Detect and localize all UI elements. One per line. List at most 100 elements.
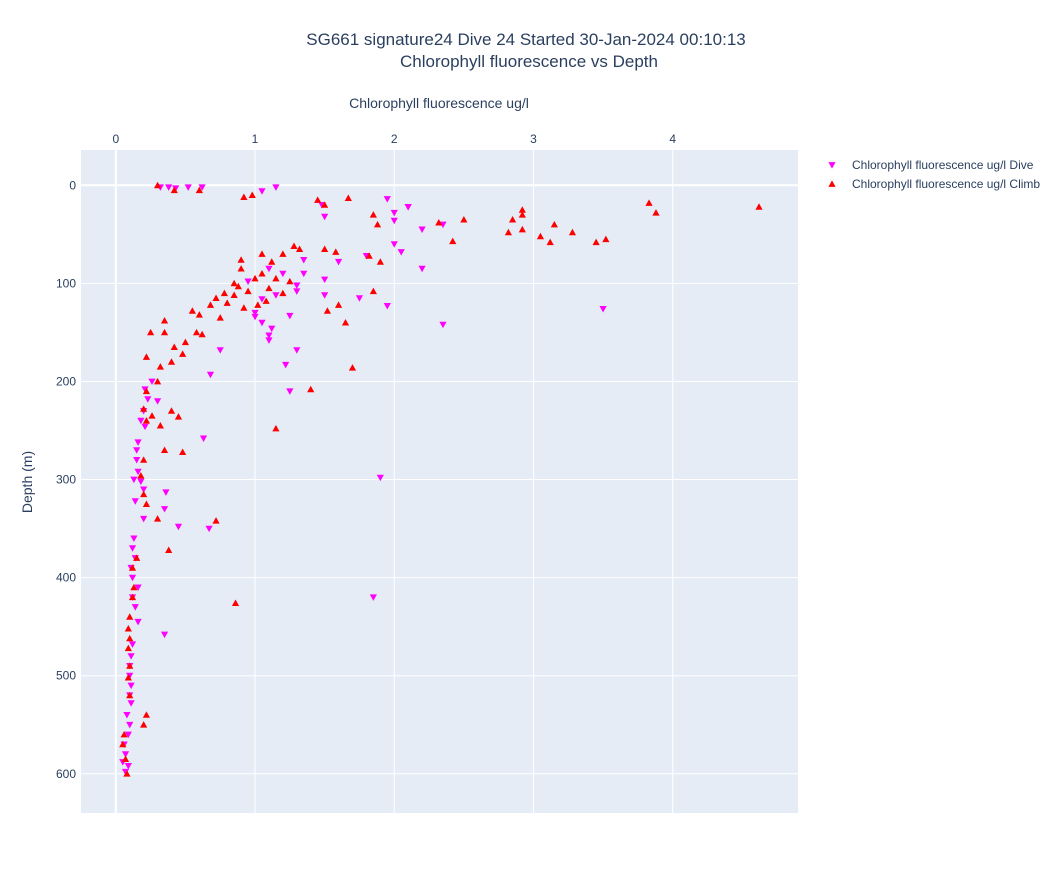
dive-point[interactable] [134,618,142,626]
climb-point[interactable] [147,328,155,336]
climb-point[interactable] [251,274,259,282]
dive-point[interactable] [321,276,329,284]
climb-point[interactable] [170,343,178,351]
dive-point[interactable] [127,682,135,690]
climb-point[interactable] [265,284,273,292]
climb-point[interactable] [536,232,545,240]
dive-point[interactable] [128,574,137,582]
climb-point[interactable] [128,593,137,601]
dive-point[interactable] [439,321,447,329]
climb-point[interactable] [279,289,287,297]
climb-point[interactable] [220,289,228,297]
dive-point[interactable] [127,700,135,707]
climb-point[interactable] [645,199,653,206]
climb-point[interactable] [126,634,134,642]
dive-point[interactable] [258,188,266,195]
climb-point[interactable] [142,711,151,718]
dive-point[interactable] [355,295,364,302]
climb-point[interactable] [240,193,248,200]
climb-point[interactable] [160,446,169,453]
climb-point[interactable] [231,599,240,606]
climb-point[interactable] [262,297,270,304]
dive-point[interactable] [293,347,301,354]
climb-point[interactable] [167,358,176,365]
climb-point[interactable] [244,287,252,295]
dive-point[interactable] [127,653,135,660]
dive-point[interactable] [390,241,398,248]
climb-point[interactable] [140,456,148,463]
climb-point[interactable] [508,216,517,223]
climb-point[interactable] [160,328,169,336]
climb-point[interactable] [323,307,332,314]
dive-point[interactable] [383,303,391,310]
climb-point[interactable] [174,413,183,420]
climb-point[interactable] [170,186,178,194]
dive-point[interactable] [599,306,607,313]
climb-point[interactable] [142,353,151,360]
climb-point[interactable] [460,216,468,223]
climb-point[interactable] [188,307,196,314]
legend[interactable]: Chlorophyll fluorescence ug/l Dive Chlor… [828,158,1040,191]
dive-point[interactable] [244,278,252,286]
climb-point[interactable] [341,319,350,326]
climb-point[interactable] [348,364,357,371]
dive-point[interactable] [376,474,384,482]
climb-point[interactable] [321,201,329,208]
climb-point[interactable] [272,424,280,432]
climb-point[interactable] [156,421,164,429]
climb-point[interactable] [126,691,134,699]
climb-point[interactable] [314,196,322,203]
climb-point[interactable] [518,206,526,213]
climb-point[interactable] [230,291,238,299]
dive-point[interactable] [383,196,391,203]
dive-point[interactable] [174,523,183,531]
climb-point[interactable] [369,211,377,218]
dive-point[interactable] [133,457,141,464]
climb-point[interactable] [140,405,148,412]
climb-point[interactable] [365,252,373,259]
dive-point[interactable] [390,217,398,225]
dive-point[interactable] [137,478,145,486]
dive-point[interactable] [124,731,132,739]
climb-point[interactable] [592,238,600,246]
climb-point[interactable] [126,613,134,620]
dive-point[interactable] [137,417,145,425]
dive-point[interactable] [128,641,137,648]
climb-point[interactable] [652,209,660,216]
legend-item-climb[interactable]: Chlorophyll fluorescence ug/l Climb [828,177,1040,191]
dive-point[interactable] [268,325,276,333]
dive-point[interactable] [165,184,173,191]
dive-point[interactable] [141,423,149,431]
climb-point[interactable] [279,250,287,257]
climb-point[interactable] [216,314,224,321]
climb-point[interactable] [272,274,280,282]
dive-point[interactable] [199,435,208,442]
climb-point[interactable] [546,238,554,246]
climb-point[interactable] [142,500,151,507]
climb-point[interactable] [119,740,127,748]
dive-point[interactable] [272,292,280,299]
climb-point[interactable] [518,211,526,218]
dive-point[interactable] [140,486,148,493]
climb-point[interactable] [153,377,162,385]
climb-point[interactable] [140,721,148,728]
climb-point[interactable] [137,472,145,479]
climb-point[interactable] [206,301,215,308]
climb-point[interactable] [156,363,164,370]
dive-point[interactable] [272,184,280,191]
dive-point[interactable] [279,270,287,278]
dive-point[interactable] [206,371,215,379]
dive-point[interactable] [418,226,426,234]
climb-point[interactable] [258,250,266,257]
climb-point[interactable] [123,770,131,777]
dive-point[interactable] [144,396,152,403]
dive-point[interactable] [300,256,308,264]
dive-point[interactable] [286,312,294,320]
climb-point[interactable] [568,228,577,236]
climb-point[interactable] [179,448,187,455]
climb-point[interactable] [120,730,128,738]
climb-point[interactable] [195,311,203,318]
climb-point[interactable] [550,220,558,228]
climb-point[interactable] [307,385,315,393]
dive-point[interactable] [265,337,273,344]
